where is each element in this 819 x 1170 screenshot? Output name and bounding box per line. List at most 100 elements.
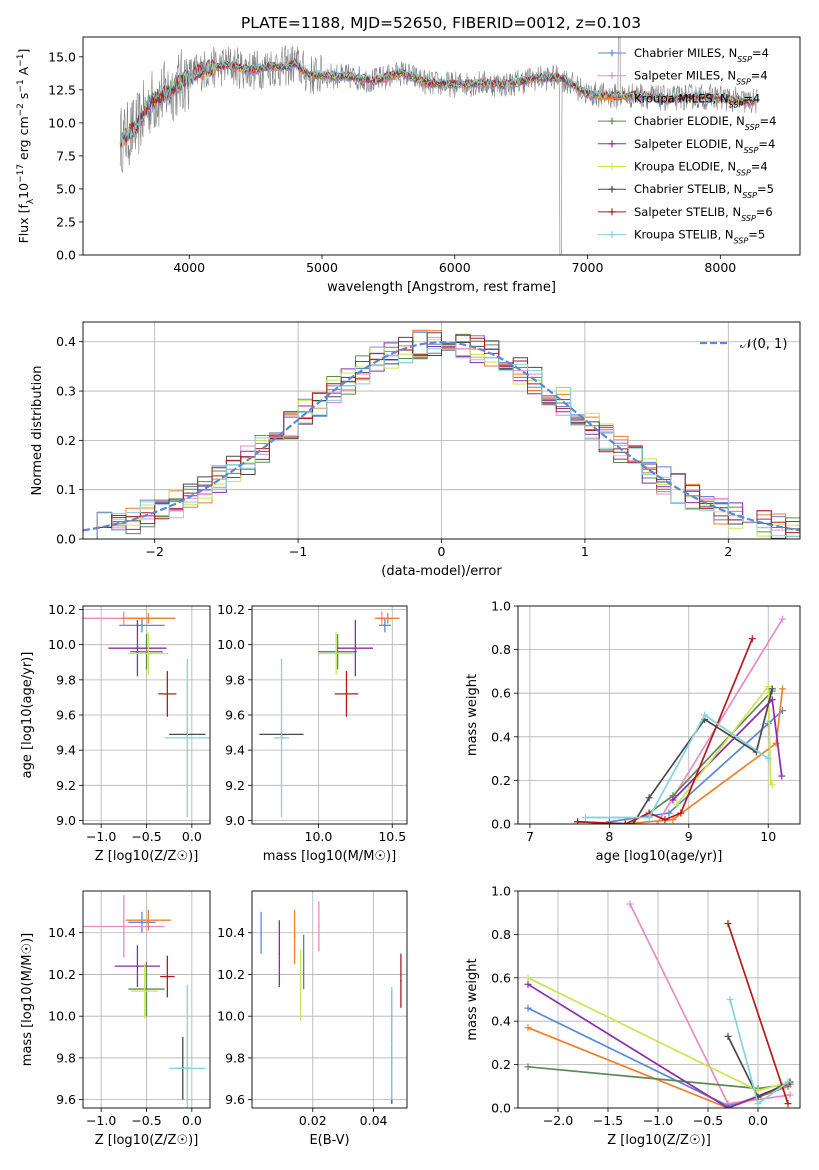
axes-age_vs_Z: −1.0 −0.5 0.0 9.0 9.2 9.4 9.6 9.8 10.0 10.2 Z [log… [20,602,211,864]
axes-age_vs_mass: 10.0 10.5 9.0 9.2 9.4 9.6 9.8 10.0 10.2 mass [log… [217,602,408,864]
x-axis-label: (data-model)/error [381,564,502,579]
point-salpeter_stelib [166,975,169,978]
y-tick-label: 0.0 [56,248,76,263]
axes-weight_vs_Z: −2.0 −1.5 −1.0 −0.5 0.0 0.0 0.2 0.4 0.6 0.8 1.0 Z [… [465,884,801,1148]
x-tick-label: 0.0 [182,829,202,844]
x-axis-label: mass [log10(M/M☉)] [263,849,396,864]
y-tick-label: 5.0 [56,181,76,196]
y-tick-label: 0.0 [56,532,76,547]
y-axis-label: mass weight [465,958,480,1040]
y-tick-label: 9.4 [56,743,76,758]
y-tick-label: 10.2 [217,967,245,982]
series-line-salpeter_miles [629,903,791,1105]
axes-mass_vs_Z: −1.0 −0.5 0.0 9.6 9.8 10.0 10.2 10.4 Z [log10(Z/… [20,890,211,1148]
x-tick-label: −1.5 [593,1113,623,1128]
axes-frame [82,36,801,256]
y-tick-label: 9.8 [225,1050,245,1065]
y-tick-label: 2.5 [56,214,76,229]
axes-weight_vs_age: 7 8 9 10 0.0 0.2 0.4 0.6 0.8 1.0 age [log10(age/yr… [465,599,801,864]
plot-area [518,891,800,1108]
y-tick-label: 10.4 [48,925,76,940]
x-tick-label: −0.5 [131,1113,161,1128]
y-tick-label: 10.0 [48,115,76,130]
x-tick-label: 6000 [439,260,471,275]
y-tick-label: 0.2 [56,433,76,448]
y-tick-label: 9.6 [225,1092,245,1107]
figure-title: PLATE=1188, MJD=52650, FIBERID=0012, z=0… [241,14,641,32]
point-salpeter_stelib [166,693,169,695]
y-tick-label: 12.5 [48,82,76,97]
plot-area [518,606,800,824]
y-tick-label: 0.1 [56,482,76,497]
axes-frame [82,321,801,540]
x-tick-label: −0.5 [131,829,161,844]
axes-frame [517,605,801,825]
point-kroupa_elodie [147,652,150,655]
y-tick-label: 9.6 [56,708,76,723]
point-salpeter_elodie [278,952,281,955]
y-axis-label: Flux [fλ10−17 erg cm−2 s−1 A−1] [16,49,36,244]
legend-label-kroupa_stelib: Kroupa STELIB, NSSP=5 [634,228,765,246]
x-tick-label: 7000 [572,260,604,275]
model-spectrum-kroupa_stelib [119,58,755,145]
y-axis-label: mass [log10(M/M☉)] [20,933,35,1066]
x-tick-label: 0.02 [299,1113,327,1128]
axes-frame [251,605,408,825]
plot-area [252,891,407,1108]
y-tick-label: 10.0 [48,1009,76,1024]
x-tick-label: −1.0 [643,1113,673,1128]
plot-area [119,37,758,255]
series-line-chabrier_stelib [577,688,774,824]
plot-area [83,606,210,824]
point-kroupa_elodie [143,990,146,992]
x-tick-label: 0.0 [182,1113,202,1128]
x-tick-label: −1.0 [86,829,116,844]
point-salpeter_stelib [400,979,402,982]
series-line-salpeter_stelib [727,923,789,1104]
x-tick-label: 0.04 [360,1113,388,1128]
y-tick-label: 10.0 [217,1009,245,1024]
y-tick-label: 10.2 [217,602,245,617]
point-salpeter_elodie [354,647,357,649]
series-line-kroupa_elodie [676,684,773,805]
x-tick-label: 10.0 [305,829,333,844]
point-kroupa_elodie [335,652,337,655]
gaussian-curve [83,341,800,532]
x-axis-label: E(B-V) [309,1133,349,1148]
axes-mass_vs_ebv: 0.02 0.04 9.6 9.8 10.0 10.2 10.4 E(B-V) [217,890,408,1148]
y-tick-label: 7.5 [56,148,76,163]
x-tick-label: 10 [760,829,776,844]
y-tick-label: 10.2 [48,602,76,617]
point-salpeter_elodie [136,647,139,649]
legend-label-chabrier_stelib: Chabrier STELIB, NSSP=5 [634,182,774,200]
legend-label-salpeter_elodie: Salpeter ELODIE, NSSP=4 [634,137,775,155]
point-chabrier_miles [141,624,143,627]
point-chabrier_elodie [145,650,148,653]
axes-spectrum: 4000 5000 6000 7000 8000 0.0 2.5 5.0 7.5 10.0 12.5… [16,36,801,295]
series-line-kroupa_stelib [585,713,769,819]
y-tick-label: 9.8 [56,672,76,687]
y-tick-label: 0.0 [491,817,511,832]
histogram-kroupa_stelib [83,341,800,539]
x-tick-label: 9 [685,829,693,844]
y-tick-label: 15.0 [48,49,76,64]
x-axis-label: wavelength [Angstrom, rest frame] [327,280,556,295]
point-salpeter_stelib [345,693,348,695]
point-chabrier_miles [141,921,143,924]
point-kroupa_miles [387,617,389,620]
y-tick-label: 9.6 [225,708,245,723]
point-salpeter_miles [123,925,125,928]
y-tick-label: 0.6 [491,970,511,985]
point-kroupa_miles [147,617,150,620]
x-tick-label: 8000 [704,260,736,275]
y-tick-label: 0.2 [491,773,511,788]
plot-area [83,891,210,1108]
point-kroupa_miles [293,936,296,938]
y-tick-label: 10.2 [48,967,76,982]
x-axis-label: Z [log10(Z/Z☉)] [95,1133,199,1148]
y-tick-label: 9.8 [225,672,245,687]
y-tick-label: 1.0 [491,884,511,899]
legend-label-salpeter_stelib: Salpeter STELIB, NSSP=6 [634,205,773,223]
y-axis-label: age [log10(age/yr)] [20,652,35,779]
